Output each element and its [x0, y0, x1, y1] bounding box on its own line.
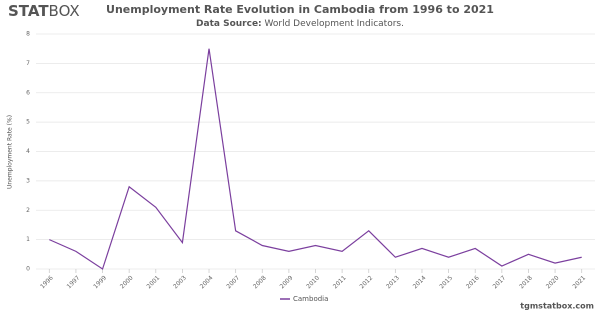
chart-title: Unemployment Rate Evolution in Cambodia … — [106, 3, 494, 16]
y-tick-label: 5 — [26, 119, 30, 126]
x-tick-label: 2003 — [172, 274, 188, 290]
x-tick-label: 2016 — [465, 274, 481, 290]
legend-label: Cambodia — [293, 295, 328, 303]
y-tick-label: 1 — [26, 236, 30, 243]
y-tick-label: 0 — [26, 266, 30, 273]
x-tick-label: 2009 — [279, 274, 295, 290]
x-tick-label: 2001 — [146, 274, 162, 290]
line — [49, 48, 582, 270]
y-tick-label: 6 — [26, 89, 30, 96]
x-tick-label: 2000 — [119, 274, 135, 290]
logo: STATBOX — [8, 2, 80, 20]
subtitle-text: World Development Indicators. — [265, 19, 404, 29]
x-tick-label: 2011 — [332, 274, 348, 290]
y-tick-label: 4 — [26, 148, 30, 155]
subtitle-label: Data Source: — [196, 19, 262, 29]
x-tick-label: 1996 — [39, 274, 55, 290]
x-tick-label: 2015 — [438, 274, 454, 290]
x-tick-label: 2014 — [412, 274, 428, 290]
x-tick-label: 2020 — [545, 274, 561, 290]
x-tick-label: 1997 — [66, 274, 82, 290]
x-tick-label: 2017 — [492, 274, 508, 290]
x-tick-label: 2007 — [225, 274, 241, 290]
x-tick-label: 2004 — [199, 274, 215, 290]
x-tick-label: 2018 — [518, 274, 534, 290]
x-tick-label: 1999 — [92, 274, 108, 290]
y-tick-label: 3 — [26, 177, 30, 184]
x-tick-label: 2012 — [358, 274, 374, 290]
y-tick-label: 7 — [26, 60, 30, 67]
logo-light: BOX — [49, 2, 80, 20]
x-tick-label: 2013 — [385, 274, 401, 290]
footer: tgmstatbox.com — [520, 302, 594, 311]
x-tick-label: 2021 — [571, 274, 587, 290]
x-tick-label: 2010 — [305, 274, 321, 290]
y-tick-label: 2 — [26, 207, 30, 214]
x-tick-label: 2008 — [252, 274, 268, 290]
chart-subtitle: Data Source: World Development Indicator… — [196, 19, 404, 29]
y-tick-label: 8 — [26, 31, 30, 38]
logo-bold: STAT — [8, 2, 49, 20]
y-axis-label: Unemployment Rate (%) — [7, 115, 14, 189]
